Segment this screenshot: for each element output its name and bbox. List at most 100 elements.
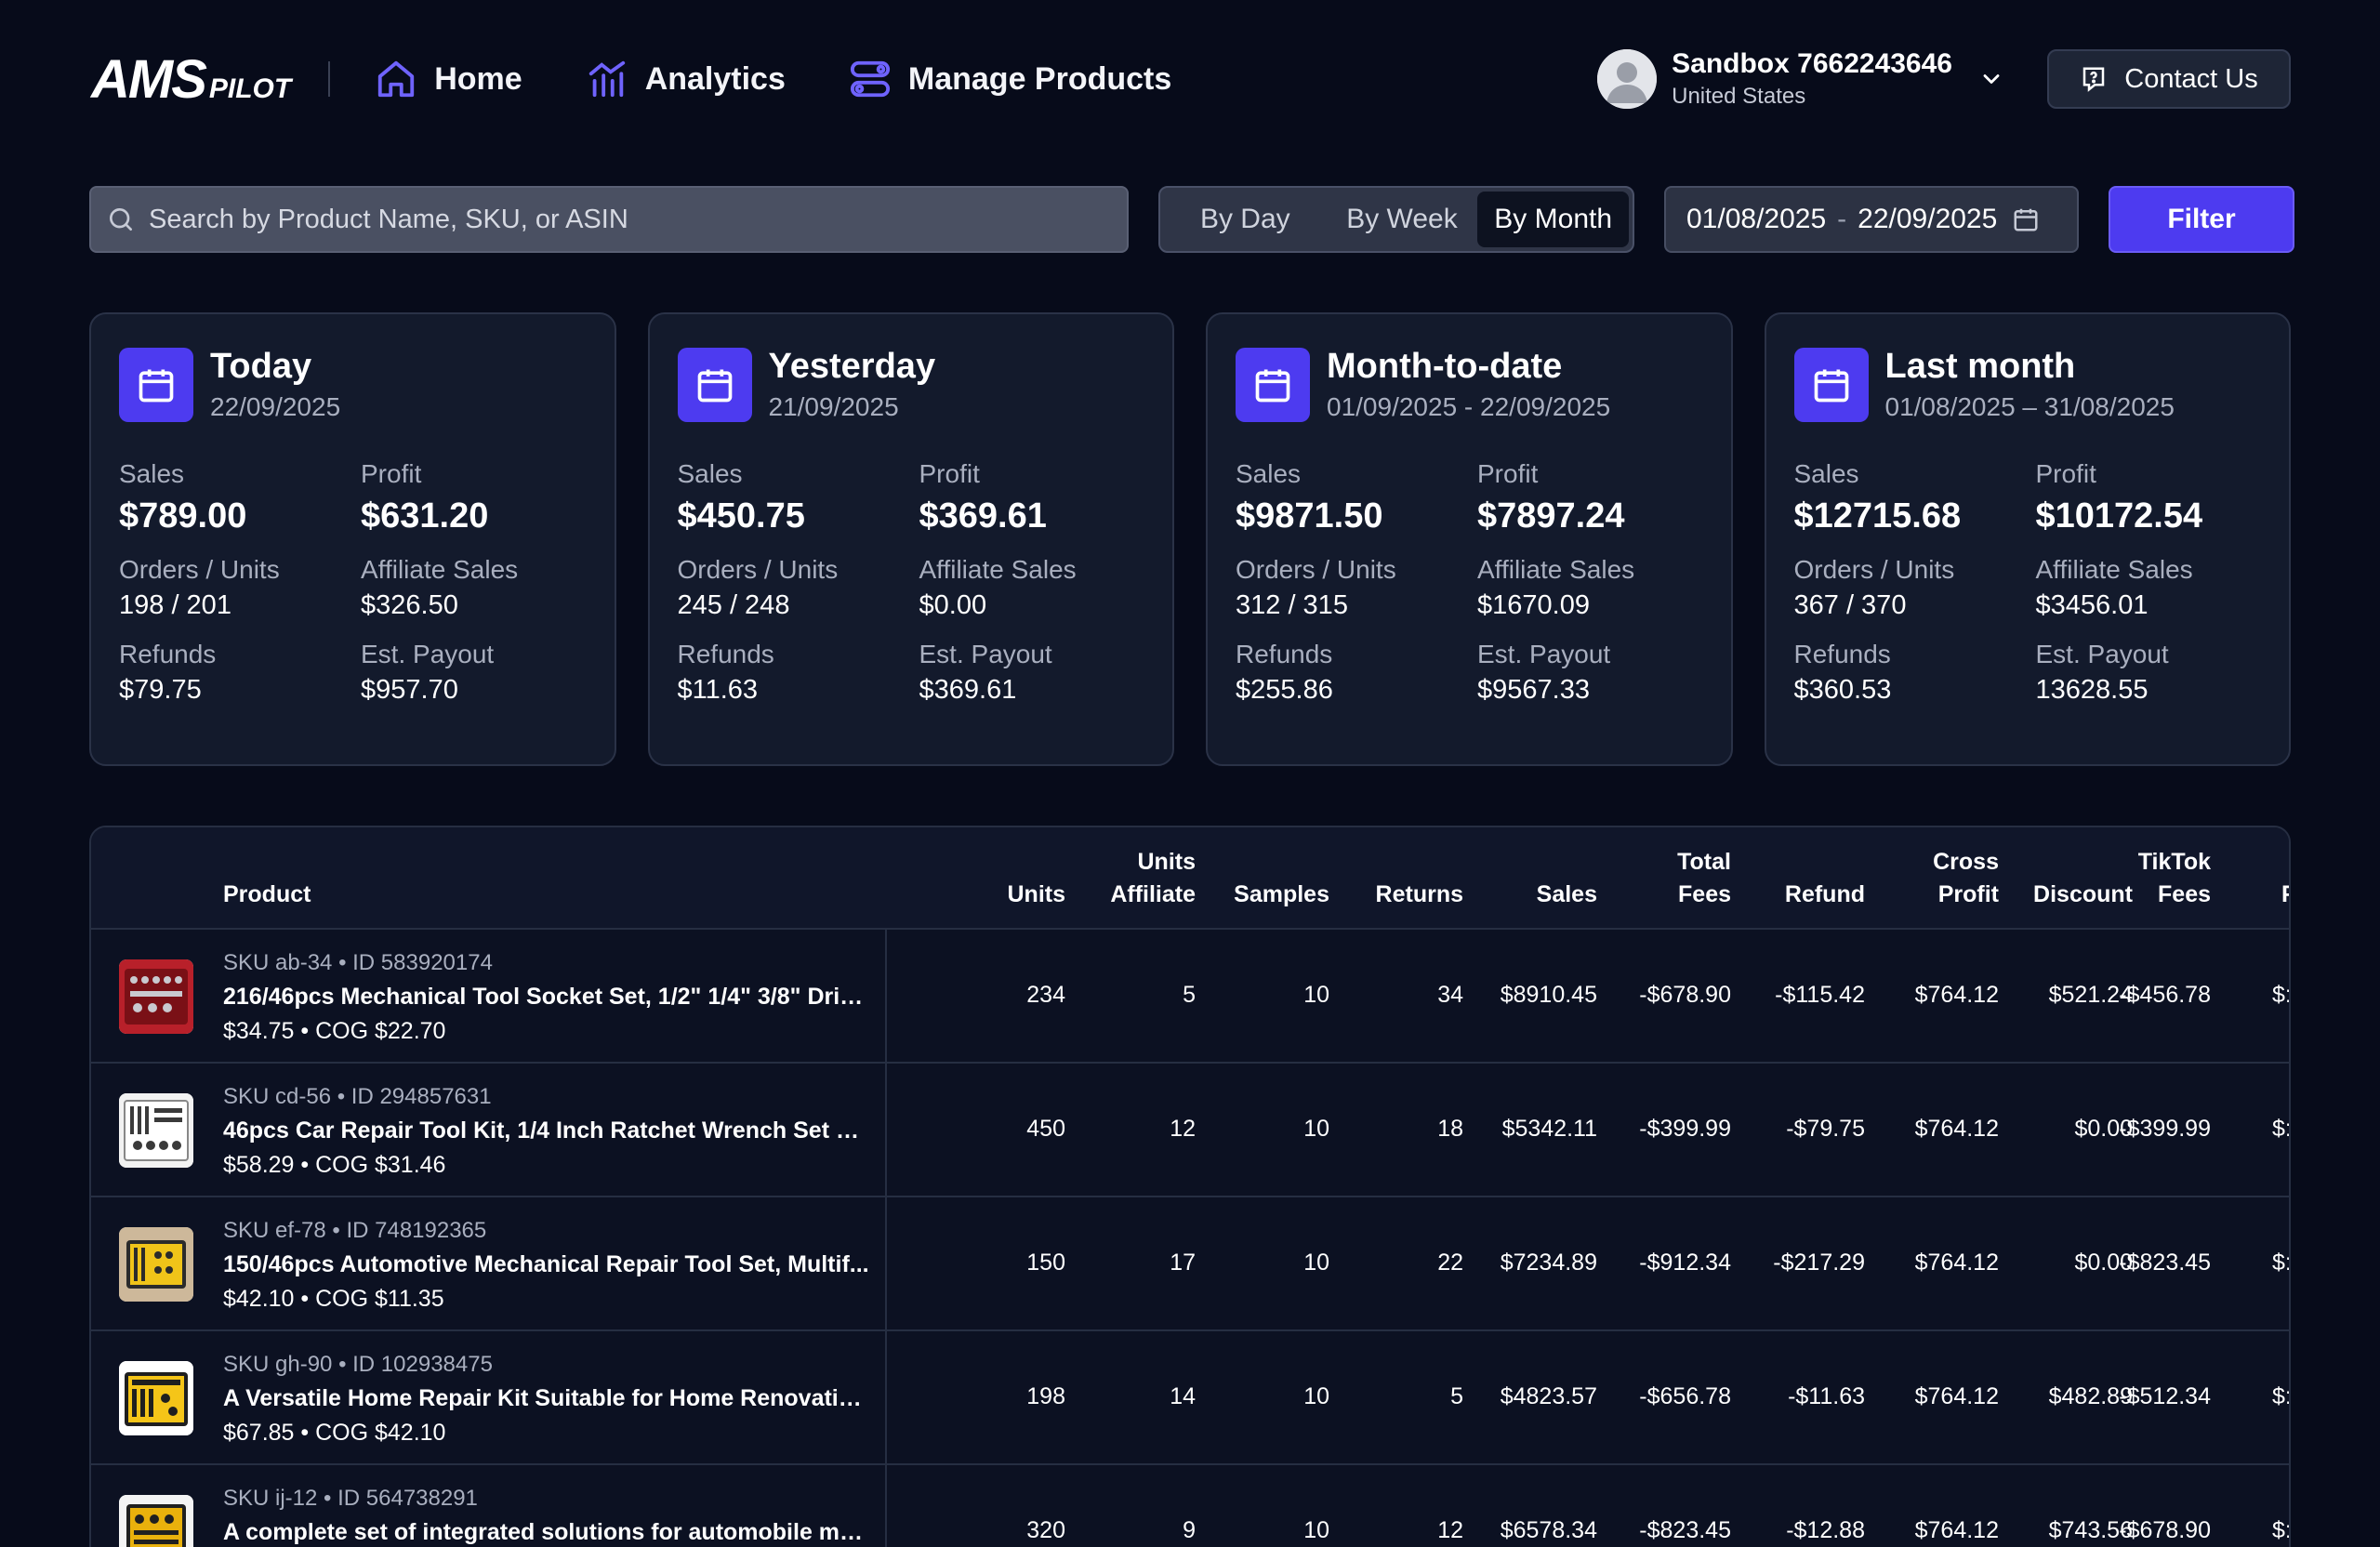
product-name[interactable]: A Versatile Home Repair Kit Suitable for… (223, 1385, 870, 1411)
col-header-total-fees[interactable]: Total Fees (1677, 846, 1731, 911)
orders-units-label: Orders / Units (1236, 555, 1396, 584)
cell-units: 198 (1026, 1383, 1065, 1409)
main-nav: Home Analytics Manage Products (375, 58, 1171, 100)
table-row[interactable]: SKU ef-78 • ID 748192365 150/46pcs Autom… (91, 1197, 2289, 1331)
sales-label: Sales (1236, 459, 1302, 488)
home-icon (378, 60, 415, 98)
chevron-down-icon[interactable] (1978, 66, 2004, 92)
refunds-label: Refunds (119, 640, 217, 668)
summary-card-today: Today 22/09/2025 Sales $789.00 Profit $631… (89, 312, 616, 766)
product-thumbnail (119, 959, 193, 1034)
cell-samples: 10 (1303, 1517, 1329, 1543)
col-header-sales[interactable]: Sales (1536, 881, 1597, 907)
app-logo[interactable]: AMS PILOT (91, 48, 291, 111)
product-thumbnail (119, 1495, 193, 1547)
cell-units: 450 (1026, 1116, 1065, 1142)
nav-analytics-label: Analytics (644, 60, 786, 97)
table-row[interactable]: SKU ij-12 • ID 564738291 A complete set … (91, 1465, 2289, 1547)
col-header-refund[interactable]: Refund (1784, 881, 1865, 907)
orders-units-value: 245 / 248 (677, 590, 790, 620)
col-header-tiktok-fees-line1: TikTok (2137, 849, 2211, 875)
cell-tiktok-fees: -$678.90 (2119, 1517, 2211, 1543)
refunds-label: Refunds (1793, 640, 1891, 668)
sales-label: Sales (677, 459, 743, 488)
product-name[interactable]: 150/46pcs Automotive Mechanical Repair T… (223, 1251, 869, 1277)
cell-discount: $743.56 (2048, 1517, 2133, 1543)
cell-discount: $0.00 (2074, 1116, 2133, 1142)
cell-sales: $4823.57 (1500, 1383, 1597, 1409)
col-header-cut-off[interactable]: F (2281, 879, 2289, 911)
avatar[interactable] (1597, 49, 1658, 109)
column-divider (885, 827, 887, 1547)
header-right: Sandbox 7662243646 United States Contact… (1597, 48, 2291, 110)
cell-units-affiliate: 9 (1183, 1517, 1196, 1543)
cell-tiktok-fees: -$399.99 (2119, 1116, 2211, 1142)
col-header-units[interactable]: Units (1007, 881, 1066, 907)
cell-returns: 18 (1437, 1116, 1463, 1142)
product-price: $67.85 • COG $42.10 (223, 1420, 446, 1446)
contact-us-button[interactable]: Contact Us (2047, 49, 2291, 109)
cell-refund: -$11.63 (1788, 1383, 1865, 1409)
date-end: 22/09/2025 (1858, 204, 1998, 234)
product-image-icon (119, 1495, 193, 1547)
nav-home[interactable]: Home (375, 58, 522, 100)
date-separator: - (1837, 204, 1847, 234)
product-price: $34.75 • COG $22.70 (223, 1018, 446, 1044)
refunds-label: Refunds (677, 640, 774, 668)
summary-cards: Today 22/09/2025 Sales $789.00 Profit $631… (89, 312, 2291, 766)
cell-total-fees: -$823.45 (1639, 1517, 1731, 1543)
col-header-total-fees-line1: Total (1677, 849, 1731, 875)
cell-cut-off: $: (2272, 1383, 2291, 1409)
filter-button[interactable]: Filter (2109, 186, 2294, 253)
refunds-value: $360.53 (1793, 675, 1892, 705)
col-header-cross-profit[interactable]: Cross Profit (1933, 846, 1999, 911)
profit-label: Profit (361, 459, 422, 488)
date-range-picker[interactable]: 01/08/2025 - 22/09/2025 (1664, 186, 2079, 253)
est-payout-value: $369.61 (919, 675, 1017, 705)
cell-samples: 10 (1303, 1116, 1329, 1142)
col-header-units-affiliate[interactable]: Units Affiliate (1110, 846, 1196, 911)
product-name[interactable]: 46pcs Car Repair Tool Kit, 1/4 Inch Ratc… (223, 1117, 870, 1144)
cell-cut-off: $: (2272, 982, 2291, 1008)
account-info[interactable]: Sandbox 7662243646 United States (1672, 48, 1952, 110)
product-thumbnail (119, 1227, 193, 1302)
table-row[interactable]: SKU cd-56 • ID 294857631 46pcs Car Repai… (91, 1064, 2289, 1197)
account-country: United States (1672, 84, 1806, 109)
product-name[interactable]: 216/46pcs Mechanical Tool Socket Set, 1/… (223, 984, 870, 1010)
segment-by-month[interactable]: By Month (1477, 192, 1630, 247)
table-row[interactable]: SKU ab-34 • ID 583920174 216/46pcs Mecha… (91, 930, 2289, 1064)
cell-cross-profit: $764.12 (1914, 1517, 1999, 1543)
cell-returns: 34 (1437, 982, 1463, 1008)
product-name[interactable]: A complete set of integrated solutions f… (223, 1519, 870, 1545)
col-header-samples[interactable]: Samples (1234, 881, 1329, 907)
profit-label: Profit (2035, 459, 2096, 488)
manage-products-icon (850, 60, 890, 98)
cell-refund: -$217.29 (1773, 1250, 1865, 1276)
cell-sales: $6578.34 (1500, 1517, 1597, 1543)
col-header-tiktok-fees[interactable]: TikTok Fees (2138, 846, 2211, 911)
cell-returns: 5 (1450, 1383, 1463, 1409)
cell-cross-profit: $764.12 (1914, 1250, 1999, 1276)
segment-by-day[interactable]: By Day (1199, 204, 1290, 234)
nav-manage-products[interactable]: Manage Products (849, 58, 1171, 100)
refunds-value: $79.75 (119, 675, 202, 705)
est-payout-value: $9567.33 (1477, 675, 1590, 705)
search-input[interactable] (149, 204, 1078, 235)
calendar-icon-box (119, 348, 193, 422)
col-header-discount[interactable]: Discount (2033, 881, 2133, 907)
profit-value: $369.61 (919, 496, 1047, 536)
col-header-product[interactable]: Product (223, 881, 311, 907)
cell-total-fees: -$399.99 (1639, 1116, 1731, 1142)
col-header-returns[interactable]: Returns (1375, 881, 1463, 907)
segment-by-week[interactable]: By Week (1346, 204, 1458, 234)
product-image-icon (119, 1093, 193, 1168)
est-payout-label: Est. Payout (1477, 640, 1611, 668)
table-row[interactable]: SKU gh-90 • ID 102938475 A Versatile Hom… (91, 1331, 2289, 1465)
cell-returns: 22 (1437, 1250, 1463, 1276)
cell-sales: $7234.89 (1500, 1250, 1597, 1276)
cell-samples: 10 (1303, 1250, 1329, 1276)
col-header-total-fees-line2: Fees (1678, 881, 1731, 907)
account-name: Sandbox 7662243646 (1672, 48, 1952, 79)
nav-analytics[interactable]: Analytics (586, 58, 786, 100)
product-image-icon (119, 1361, 193, 1435)
